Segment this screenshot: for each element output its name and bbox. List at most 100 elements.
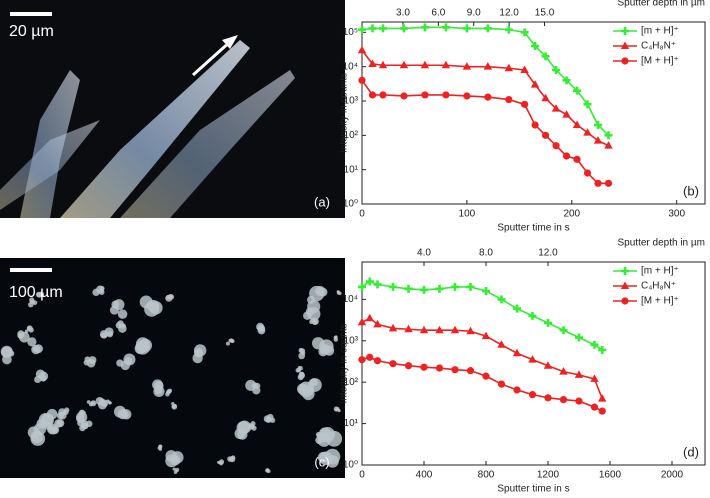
crystal	[95, 397, 104, 405]
marker	[573, 86, 582, 95]
x2-tick-label: 12.0	[538, 248, 558, 259]
scale-bar-label: 100 µm	[9, 284, 63, 301]
x2-tick-label: 9.0	[467, 8, 481, 19]
crystal	[88, 356, 97, 364]
marker	[400, 92, 408, 100]
marker	[620, 281, 630, 289]
marker	[358, 76, 366, 84]
marker	[520, 100, 529, 108]
marker	[358, 25, 366, 34]
x2-tick-label: 3.0	[396, 8, 410, 19]
x-tick-label: 100	[459, 209, 476, 220]
legend-label: [m + H]⁺	[641, 266, 679, 277]
marker	[388, 323, 398, 332]
marker	[620, 41, 630, 49]
marker	[590, 403, 599, 411]
marker	[604, 131, 613, 140]
crystal	[100, 332, 108, 339]
crystal	[30, 431, 46, 446]
marker	[435, 325, 444, 334]
marker	[594, 179, 602, 187]
marker	[497, 340, 506, 348]
crystal	[258, 326, 264, 332]
crystal	[324, 345, 335, 356]
crystal	[315, 285, 326, 297]
marker	[559, 395, 568, 404]
marker	[399, 24, 408, 33]
plot-frame	[361, 261, 706, 466]
x-tick-label: 800	[478, 470, 495, 481]
crystal	[85, 420, 93, 428]
marker	[562, 76, 571, 85]
crystal	[117, 309, 128, 319]
micrograph-c: 100 µm (c)	[0, 258, 345, 478]
marker	[621, 27, 629, 35]
marker	[435, 364, 444, 372]
marker	[594, 120, 603, 129]
marker	[559, 326, 568, 335]
marker	[420, 363, 428, 371]
crystal	[134, 343, 146, 355]
crystal	[8, 350, 15, 357]
crystal	[172, 467, 176, 471]
marker	[574, 333, 583, 342]
crystal	[225, 341, 230, 346]
crystal	[337, 291, 342, 296]
x-tick-label: 300	[668, 209, 685, 220]
x-tick-label: 1600	[599, 470, 622, 481]
legend-label: [m + H]⁺	[641, 26, 679, 37]
scale-bar-label: 20 µm	[9, 23, 54, 40]
x-axis-label: Sputter time in s	[497, 484, 569, 495]
crystal	[83, 359, 90, 366]
marker	[512, 348, 522, 357]
crystal	[324, 448, 341, 465]
marker	[373, 280, 382, 289]
marker	[504, 63, 514, 72]
marker	[520, 65, 529, 73]
crystal	[297, 374, 304, 381]
marker	[544, 394, 552, 402]
marker	[562, 110, 571, 118]
marker	[531, 41, 540, 50]
marker	[543, 361, 553, 369]
crystal	[218, 459, 225, 465]
marker	[404, 284, 413, 293]
crystal	[307, 378, 322, 392]
crystal	[28, 327, 34, 333]
marker	[504, 25, 513, 34]
x2-tick-label: 12.0	[499, 8, 519, 19]
x2-tick-label: 4.0	[417, 248, 431, 259]
crystal	[254, 382, 261, 390]
x-tick-label: 400	[416, 470, 433, 481]
marker	[451, 366, 459, 374]
marker	[366, 353, 374, 361]
marker	[481, 331, 491, 340]
crystal	[27, 337, 37, 347]
marker	[404, 362, 413, 370]
crystal	[234, 428, 246, 440]
crystal	[51, 426, 57, 433]
micrograph-a: 20 µm (a)	[0, 0, 345, 218]
crystal	[108, 402, 111, 405]
x-tick-label: 0	[359, 209, 365, 220]
x-tick-label: 200	[563, 209, 580, 220]
marker	[497, 380, 506, 388]
marker	[484, 93, 492, 101]
crystal	[32, 346, 38, 352]
legend-label: [M + H]⁺	[641, 296, 679, 307]
marker	[466, 282, 475, 291]
marker	[621, 267, 629, 275]
crystal	[139, 295, 153, 309]
crystal	[153, 381, 164, 391]
crystal	[56, 419, 65, 428]
y-tick-label: 10³	[344, 335, 359, 346]
crystal	[158, 444, 163, 449]
crystal	[317, 433, 331, 447]
marker	[379, 91, 387, 99]
y-tick-label: 10¹	[344, 418, 359, 429]
crystal	[113, 299, 125, 311]
marker	[450, 325, 460, 334]
marker	[575, 397, 583, 405]
y-tick-label: 10⁵	[343, 27, 358, 38]
crystal	[28, 301, 34, 308]
